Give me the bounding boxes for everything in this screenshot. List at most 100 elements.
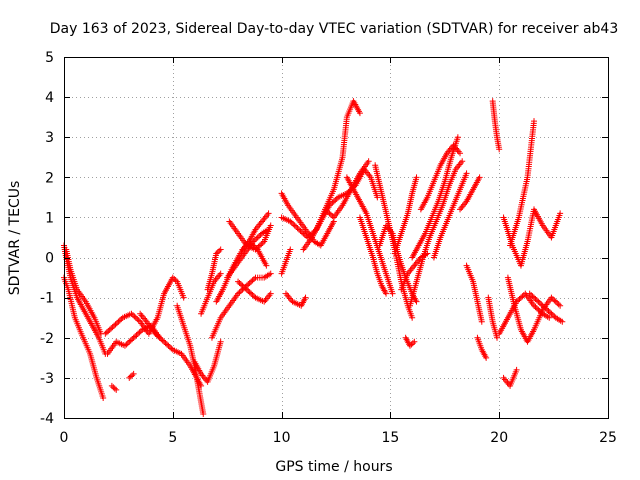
data-point (235, 290, 242, 297)
x-axis-label: GPS time / hours (275, 459, 392, 475)
series-t45 (500, 366, 520, 389)
data-point (549, 296, 556, 303)
data-point (134, 316, 141, 323)
data-point (133, 332, 140, 339)
data-point (548, 294, 555, 301)
data-point (546, 309, 553, 316)
data-point (457, 150, 464, 157)
data-point (494, 334, 501, 341)
y-tick-label: -1 (40, 291, 54, 307)
data-point (413, 174, 420, 181)
data-point (109, 324, 116, 331)
data-point (126, 374, 133, 381)
data-point (129, 336, 136, 343)
series-t31 (402, 334, 418, 349)
data-point (136, 329, 143, 336)
data-point (536, 300, 543, 307)
series-t40 (489, 98, 503, 153)
data-point (383, 290, 390, 297)
data-point (217, 338, 224, 345)
y-tick-label: -3 (40, 371, 54, 387)
data-point (129, 372, 136, 379)
data-point (105, 328, 112, 335)
data-point (532, 304, 539, 311)
data-point (248, 278, 255, 285)
data-point (111, 385, 118, 392)
series-t39 (485, 294, 501, 341)
data-point (539, 302, 546, 309)
data-point (200, 410, 207, 417)
y-tick-label: 4 (45, 90, 54, 106)
data-point (256, 242, 263, 249)
data-point (130, 334, 137, 341)
data-point (217, 246, 224, 253)
data-point (516, 296, 523, 303)
data-point (121, 342, 128, 349)
data-point (459, 158, 466, 165)
y-tick-label: -4 (40, 411, 54, 427)
y-tick-label: -2 (40, 331, 54, 347)
data-point (246, 289, 253, 296)
data-point (111, 322, 118, 329)
data-point (532, 296, 539, 303)
data-point (544, 306, 551, 313)
data-point (251, 275, 258, 282)
data-point (515, 297, 522, 304)
data-point (152, 330, 159, 337)
data-point (213, 250, 220, 257)
series-t9 (174, 302, 207, 417)
data-point (298, 229, 305, 236)
series-t14 (213, 238, 270, 305)
chart-title: Day 163 of 2023, Sidereal Day-to-day VTE… (50, 21, 619, 37)
data-point (134, 330, 141, 337)
data-point (325, 209, 332, 216)
data-point (545, 308, 552, 315)
series-t29 (391, 174, 420, 257)
series-t32 (406, 158, 466, 309)
data-point (409, 314, 416, 321)
data-point (163, 341, 170, 348)
data-point (258, 241, 265, 248)
data-point (531, 118, 538, 125)
series-t19 (278, 246, 294, 277)
data-point (297, 227, 304, 234)
data-point (263, 262, 270, 269)
tick-labels: 0 5 10 15 20 25 -4 -3 -2 -1 0 1 2 3 4 5 (40, 50, 617, 446)
data-point (180, 294, 187, 301)
data-point (302, 294, 309, 301)
series-t10 (191, 338, 224, 385)
data-point (168, 345, 175, 352)
data-point (236, 279, 243, 286)
data-point (129, 312, 136, 319)
data-point (130, 370, 137, 377)
data-point (287, 246, 294, 253)
data-point (327, 201, 334, 208)
x-tick-label: 0 (60, 430, 69, 446)
data-point (333, 195, 340, 202)
data-point (137, 328, 144, 335)
series-t43 (504, 274, 564, 345)
series-t8 (137, 310, 205, 389)
y-tick-label: 0 (45, 251, 54, 267)
x-tick-label: 25 (599, 430, 617, 446)
data-point (131, 313, 138, 320)
data-marks (61, 98, 566, 417)
data-point (123, 341, 130, 348)
x-tick-label: 15 (381, 430, 399, 446)
series-t34 (417, 142, 464, 213)
data-point (330, 198, 337, 205)
data-point (476, 174, 483, 181)
series-t46 (526, 290, 566, 325)
data-point (267, 222, 274, 229)
y-tick-label: 1 (45, 210, 54, 226)
data-point (290, 221, 297, 228)
data-point (555, 301, 562, 308)
data-point (214, 249, 221, 256)
data-point (155, 333, 162, 340)
data-point (254, 234, 261, 241)
data-point (169, 274, 176, 281)
data-point (118, 316, 125, 323)
data-point (551, 313, 558, 320)
data-point (172, 277, 179, 284)
data-point (156, 334, 163, 341)
